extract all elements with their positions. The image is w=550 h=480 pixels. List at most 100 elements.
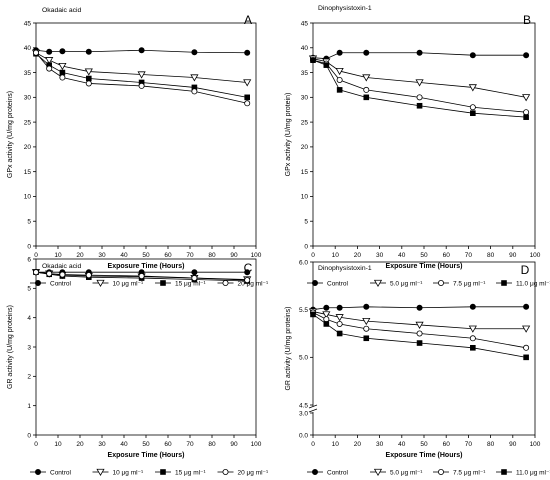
x-tick-label: 90 bbox=[230, 252, 238, 259]
x-tick-label: 70 bbox=[186, 441, 194, 448]
x-tick-label: 50 bbox=[142, 441, 150, 448]
series-3 bbox=[310, 311, 529, 361]
data-point bbox=[523, 109, 530, 116]
data-point bbox=[138, 273, 145, 280]
data-point bbox=[470, 110, 476, 116]
data-point bbox=[85, 272, 92, 279]
data-point bbox=[84, 68, 93, 76]
data-point bbox=[363, 303, 370, 310]
legend-marker bbox=[160, 280, 166, 286]
series-1 bbox=[308, 55, 531, 102]
data-point bbox=[335, 314, 344, 322]
chart-panel-c: 0 10 20 30 40 50 60 70 80 90 100 0 1 2 3 4 5 6 Okadaic aci… bbox=[7, 256, 269, 476]
y-tick-label: 30 bbox=[24, 95, 32, 102]
legend-label: 20 μg ml⁻¹ bbox=[238, 280, 269, 287]
legend-marker bbox=[96, 468, 105, 477]
x-tick-label: 0 bbox=[34, 252, 38, 259]
data-point bbox=[323, 304, 330, 311]
y-tick-label: 15 bbox=[24, 169, 32, 176]
data-point bbox=[469, 52, 476, 59]
y-tick-label: 40 bbox=[24, 45, 32, 52]
data-point bbox=[363, 49, 370, 56]
x-tick-label: 10 bbox=[54, 441, 62, 448]
data-point bbox=[469, 104, 476, 111]
data-point bbox=[362, 317, 371, 326]
data-point bbox=[470, 344, 476, 351]
data-point bbox=[244, 269, 251, 276]
legend-label: 5.0 μg ml⁻¹ bbox=[390, 280, 423, 287]
legend-label: 7.5 μg ml⁻¹ bbox=[453, 469, 486, 476]
data-point bbox=[416, 340, 423, 346]
y-tick-label: 20 bbox=[301, 144, 309, 151]
data-point bbox=[46, 48, 53, 55]
legend-marker bbox=[437, 468, 444, 475]
data-point bbox=[323, 316, 330, 323]
legend-marker bbox=[311, 279, 318, 286]
legend-label: Control bbox=[327, 469, 349, 476]
axis-break-mark bbox=[308, 408, 318, 413]
x-tick-label: 80 bbox=[487, 441, 495, 448]
y-tick-label: 0 bbox=[27, 243, 31, 250]
legend-label: Control bbox=[327, 280, 349, 287]
data-point bbox=[310, 311, 316, 318]
data-point bbox=[191, 275, 198, 282]
legend: Control 5.0 μg ml⁻¹ 7.5 μg ml⁻¹ 11.0 μg ml⁻… bbox=[307, 279, 550, 287]
legend-marker bbox=[160, 469, 166, 475]
y-tick-label: 0.0 bbox=[299, 432, 308, 439]
data-point bbox=[416, 330, 423, 337]
x-tick-label: 10 bbox=[332, 252, 340, 259]
data-point bbox=[523, 303, 530, 310]
data-point bbox=[310, 57, 316, 63]
data-point bbox=[416, 49, 423, 56]
data-point bbox=[415, 321, 424, 329]
y-tick-label: 5 bbox=[304, 219, 308, 226]
data-point bbox=[363, 335, 370, 342]
y-tick-label: 2 bbox=[27, 374, 31, 381]
data-point bbox=[58, 62, 67, 71]
x-tick-label: 50 bbox=[420, 441, 428, 448]
x-axis-title: Exposure Time (Hours) bbox=[108, 452, 185, 459]
x-tick-label: 30 bbox=[98, 441, 106, 448]
data-point bbox=[469, 303, 476, 310]
legend-marker bbox=[96, 279, 105, 288]
data-point bbox=[335, 67, 344, 76]
x-tick-label: 80 bbox=[487, 252, 495, 259]
data-point bbox=[59, 74, 66, 81]
y-tick-label: 45 bbox=[24, 20, 32, 27]
x-tick-label: 30 bbox=[376, 441, 384, 448]
data-point bbox=[416, 304, 423, 311]
legend-label: 11.0 μg ml⁻¹ bbox=[516, 469, 550, 476]
data-point bbox=[522, 325, 531, 333]
data-point bbox=[244, 49, 251, 56]
data-point bbox=[86, 75, 92, 82]
data-point bbox=[469, 335, 476, 342]
y-tick-label: 4 bbox=[27, 315, 31, 322]
legend-label: 10 μg ml⁻¹ bbox=[113, 280, 144, 287]
x-tick-label: 90 bbox=[509, 441, 517, 448]
x-tick-label: 60 bbox=[164, 441, 172, 448]
data-point bbox=[59, 48, 66, 55]
data-point bbox=[362, 74, 371, 82]
panel-letter: B bbox=[523, 13, 531, 27]
series-3 bbox=[33, 49, 251, 107]
data-point bbox=[137, 71, 146, 79]
data-point bbox=[85, 80, 92, 87]
legend-marker bbox=[501, 469, 507, 475]
x-tick-label: 40 bbox=[398, 441, 406, 448]
legend-marker bbox=[437, 279, 444, 286]
y-tick-label: 0 bbox=[304, 243, 308, 250]
x-tick-label: 30 bbox=[98, 252, 106, 259]
y-tick-label: 6 bbox=[27, 256, 31, 263]
y-tick-label: 4.5 bbox=[299, 402, 308, 409]
data-point bbox=[46, 270, 53, 277]
x-tick-label: 60 bbox=[164, 252, 172, 259]
x-tick-label: 0 bbox=[311, 252, 315, 259]
y-tick-label: 10 bbox=[301, 194, 309, 201]
panel-letter: A bbox=[244, 13, 252, 27]
series-2 bbox=[309, 309, 530, 351]
legend-label: 11.0 μg ml⁻¹ bbox=[516, 280, 550, 287]
x-tick-label: 70 bbox=[186, 252, 194, 259]
legend-marker bbox=[501, 280, 507, 286]
plot-frame bbox=[35, 22, 257, 247]
data-point bbox=[363, 325, 370, 332]
